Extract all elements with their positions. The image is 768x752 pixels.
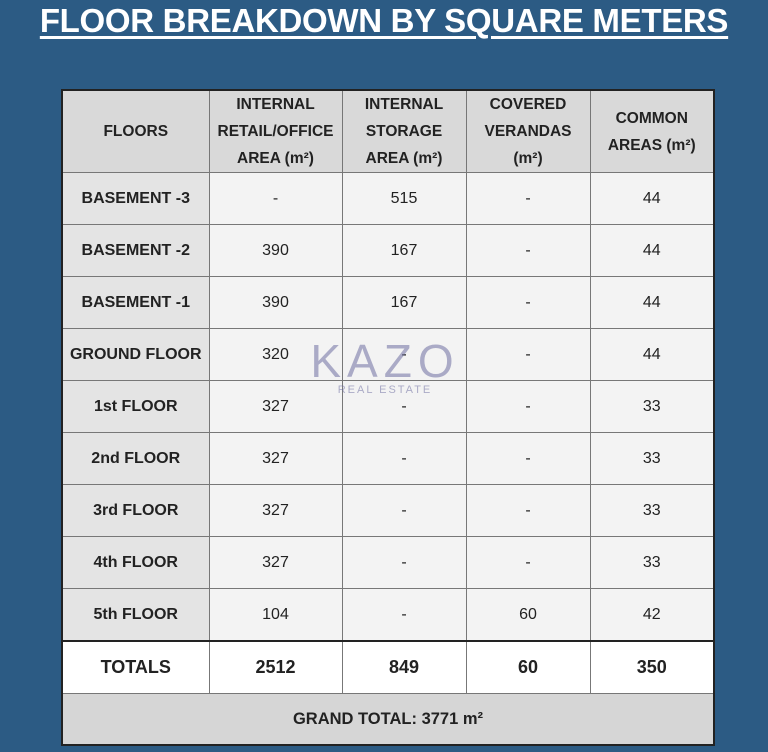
area-cell: 515 [341,172,467,225]
row-label: 5th FLOOR [61,588,210,642]
area-cell: - [341,380,467,433]
floor-row: 4th FLOOR 327- -33 [61,536,715,589]
area-cell: 104 [208,588,343,642]
area-cell: - [465,224,591,277]
row-label: BASEMENT -3 [61,172,210,225]
row-label: 4th FLOOR [61,536,210,589]
area-cell: - [341,484,467,537]
row-label: 1st FLOOR [61,380,210,433]
area-cell: - [341,536,467,589]
area-cell: 327 [208,380,343,433]
area-cell: 44 [589,172,715,225]
area-cell: 327 [208,432,343,485]
grand-total-unit: m² [462,709,484,728]
row-label: TOTALS [61,640,210,694]
area-cell: - [465,328,591,381]
area-cell: 327 [208,536,343,589]
row-label: GROUND FLOOR [61,328,210,381]
total-cell: 60 [465,640,591,694]
floor-row: BASEMENT -2 390 167-44 [61,224,715,277]
total-cell: 849 [341,640,467,694]
row-label: FLOORS [61,89,210,173]
floor-row: 5th FLOOR 104-60 42 [61,588,715,642]
grand-total-value: 3771 [421,709,459,728]
floor-row: BASEMENT -1 390 167-44 [61,276,715,329]
floor-row: GROUND FLOOR 320- -44 [61,328,715,381]
area-cell: 60 [465,588,591,642]
table-body: FLOORS INTERNAL RETAIL/OFFICE AREA (m²) IN… [61,89,715,746]
grand-total-cell: GRAND TOTAL: 3771 m² [61,693,715,746]
area-cell: - [465,172,591,225]
area-cell: 33 [589,484,715,537]
column-header: COMMON AREAS (m²) [589,89,715,173]
area-cell: 44 [589,224,715,277]
totals-row: TOTALS 2512 849 60 350 [61,640,715,694]
area-cell: 33 [589,536,715,589]
area-cell: 44 [589,276,715,329]
grand-total-label: GRAND TOTAL: [292,709,417,728]
area-cell: - [341,328,467,381]
row-label: BASEMENT -2 [61,224,210,277]
floor-row: BASEMENT -3-515-44 [61,172,715,225]
area-cell: 42 [589,588,715,642]
area-cell: 33 [589,380,715,433]
area-cell: - [341,588,467,642]
total-cell: 350 [589,640,715,694]
area-cell: - [341,432,467,485]
page-title: FLOOR BREAKDOWN BY SQUARE METERS [39,2,729,39]
column-header: INTERNAL RETAIL/OFFICE AREA (m²) [208,89,343,173]
area-cell: 33 [589,432,715,485]
area-cell: 167 [341,276,467,329]
area-cell: - [465,536,591,589]
area-cell: - [465,276,591,329]
row-label: 3rd FLOOR [61,484,210,537]
column-header: INTERNAL STORAGE AREA (m²) [341,89,467,173]
area-cell: - [465,432,591,485]
area-cell: 44 [589,328,715,381]
grand-total-row: GRAND TOTAL: 3771 m² [61,693,715,746]
area-cell: 390 [208,224,343,277]
area-cell: 390 [208,276,343,329]
header-row: FLOORS INTERNAL RETAIL/OFFICE AREA (m²) IN… [61,89,715,173]
floor-table: FLOORS INTERNAL RETAIL/OFFICE AREA (m²) IN… [61,89,715,746]
row-label: BASEMENT -1 [61,276,210,329]
area-cell: 327 [208,484,343,537]
total-cell: 2512 [208,640,343,694]
row-label: 2nd FLOOR [61,432,210,485]
floor-row: 1st FLOOR 327- -33 [61,380,715,433]
area-cell: 167 [341,224,467,277]
area-cell: - [465,380,591,433]
floor-row: 2nd FLOOR 327- -33 [61,432,715,485]
area-cell: - [465,484,591,537]
floor-row: 3rd FLOOR 327- -33 [61,484,715,537]
area-cell: 320 [208,328,343,381]
column-header: COVERED VERANDAS (m²) [465,89,591,173]
area-cell: - [208,172,343,225]
